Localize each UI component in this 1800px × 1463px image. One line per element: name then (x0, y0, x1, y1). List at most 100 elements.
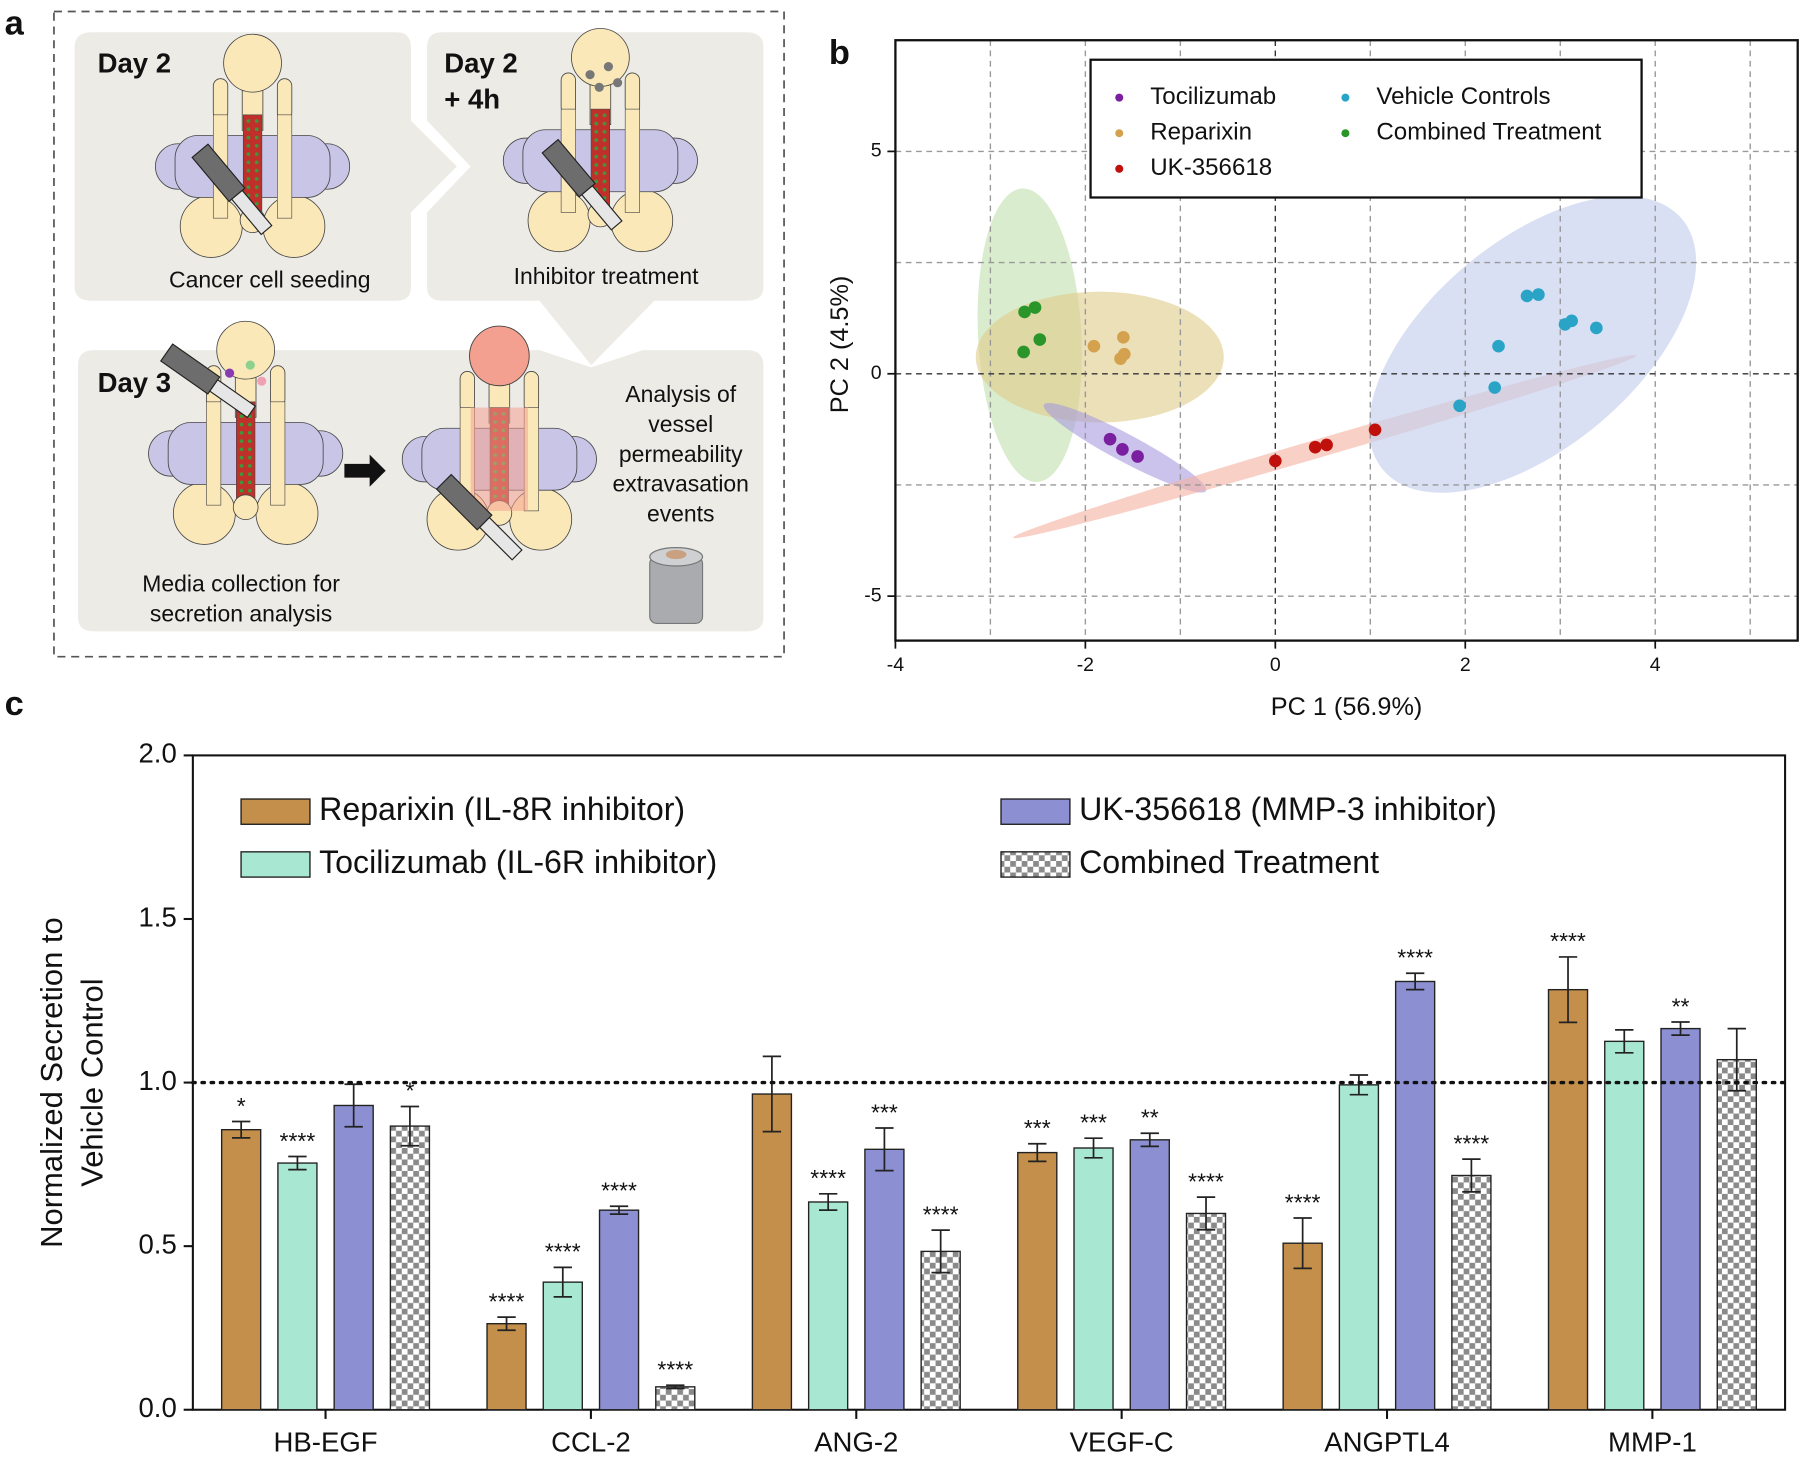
bar (220, 1128, 262, 1411)
legend-label: UK-356618 (1150, 154, 1272, 181)
point (1488, 381, 1502, 394)
bar (1547, 988, 1589, 1411)
y-tick-label: 0 (871, 362, 882, 384)
significance: **** (601, 1178, 637, 1204)
step-label: Day 2 (98, 48, 172, 79)
legend-marker (1115, 129, 1124, 138)
step-label: Day 2 (444, 48, 518, 79)
analysis-text: vessel (648, 411, 713, 437)
secretion-dot (245, 360, 255, 370)
plot-frame (894, 39, 1799, 642)
legend-label: UK-356618 (MMP-3 inhibitor) (1079, 791, 1497, 827)
point (1117, 347, 1131, 361)
dye-leak (470, 407, 529, 511)
step-caption: Cancer cell seeding (169, 266, 370, 292)
point (1017, 345, 1030, 359)
point (1018, 305, 1031, 319)
legend-marker (1341, 93, 1350, 102)
y-axis-label: PC 2 (4.5%) (826, 276, 854, 414)
legend-marker (1115, 93, 1124, 102)
x-tick-label: HB-EGF (274, 1426, 378, 1457)
point (1520, 289, 1534, 303)
significance: **** (280, 1128, 316, 1154)
significance: * (405, 1078, 414, 1104)
legend-marker (1115, 164, 1124, 173)
legend-label: Tocilizumab (IL-6R inhibitor) (319, 844, 717, 880)
point (1028, 301, 1042, 314)
legend-swatch (1000, 851, 1071, 878)
bar (1129, 1139, 1170, 1411)
inhibitor-dot (585, 70, 595, 80)
legend-label: Tocilizumab (1150, 83, 1276, 110)
analysis-text: permeability (619, 441, 743, 467)
objective-body (649, 556, 704, 624)
bar (807, 1201, 849, 1411)
x-tick-label: 0 (1270, 654, 1281, 676)
legend-swatch (240, 851, 311, 878)
significance: **** (1454, 1130, 1490, 1156)
point (1453, 399, 1466, 413)
bar (920, 1250, 961, 1411)
point (1320, 438, 1333, 452)
significance: *** (1024, 1115, 1051, 1141)
y-tick-label: 1.0 (138, 1065, 176, 1096)
secretion-dot (257, 376, 267, 386)
x-tick-label: -4 (887, 654, 904, 676)
point (1308, 440, 1322, 454)
legend-label: Reparixin (1150, 119, 1252, 146)
x-tick-label: ANGPTL4 (1324, 1426, 1450, 1457)
panel-label: c (5, 685, 24, 723)
point (1103, 432, 1117, 446)
x-tick-label: ANG-2 (814, 1426, 898, 1457)
x-tick-label: 2 (1460, 654, 1471, 676)
legend-label: Reparixin (IL-8R inhibitor) (319, 791, 685, 827)
point (1269, 454, 1282, 468)
y-tick-label: 2.0 (138, 738, 176, 769)
group-ellipse (975, 291, 1224, 423)
bar (1338, 1084, 1380, 1411)
significance: **** (545, 1239, 581, 1265)
y-tick-label: 0.5 (138, 1228, 176, 1259)
bar (655, 1386, 696, 1411)
significance: **** (1188, 1168, 1224, 1194)
significance: **** (923, 1201, 959, 1227)
point (1590, 321, 1603, 335)
significance: *** (871, 1099, 898, 1125)
inhibitor-dot (613, 78, 623, 88)
bar (1017, 1151, 1058, 1411)
legend-label: Combined Treatment (1079, 844, 1379, 880)
inhibitor-dot (594, 82, 604, 92)
y-axis-label: Vehicle Control (74, 978, 109, 1186)
significance: * (237, 1093, 246, 1119)
bar (1282, 1242, 1323, 1411)
x-tick-label: MMP-1 (1608, 1426, 1697, 1457)
panel-label: b (829, 34, 850, 72)
bar (1604, 1040, 1645, 1411)
x-tick-label: 4 (1650, 654, 1661, 676)
point (1131, 450, 1144, 463)
significance: *** (1080, 1109, 1107, 1135)
bar (277, 1162, 318, 1411)
panel-border (53, 10, 785, 658)
point (1368, 423, 1382, 437)
significance: ** (1141, 1105, 1159, 1131)
bar (1394, 980, 1436, 1411)
bar (751, 1093, 793, 1411)
point (1087, 339, 1101, 353)
analysis-text: Analysis of (625, 381, 737, 407)
bar (864, 1148, 905, 1411)
y-tick-label: -5 (864, 584, 881, 606)
step-caption: Media collection for (142, 571, 340, 597)
bar (1660, 1027, 1701, 1411)
significance: **** (1397, 945, 1433, 971)
bar (333, 1104, 374, 1411)
group-ellipse (1368, 196, 1697, 493)
bar (1073, 1147, 1114, 1411)
legend-swatch (240, 798, 311, 825)
bar (1451, 1174, 1492, 1411)
significance: ** (1672, 993, 1690, 1019)
x-tick-label: -2 (1077, 654, 1094, 676)
analysis-text: extravasation (613, 471, 749, 497)
